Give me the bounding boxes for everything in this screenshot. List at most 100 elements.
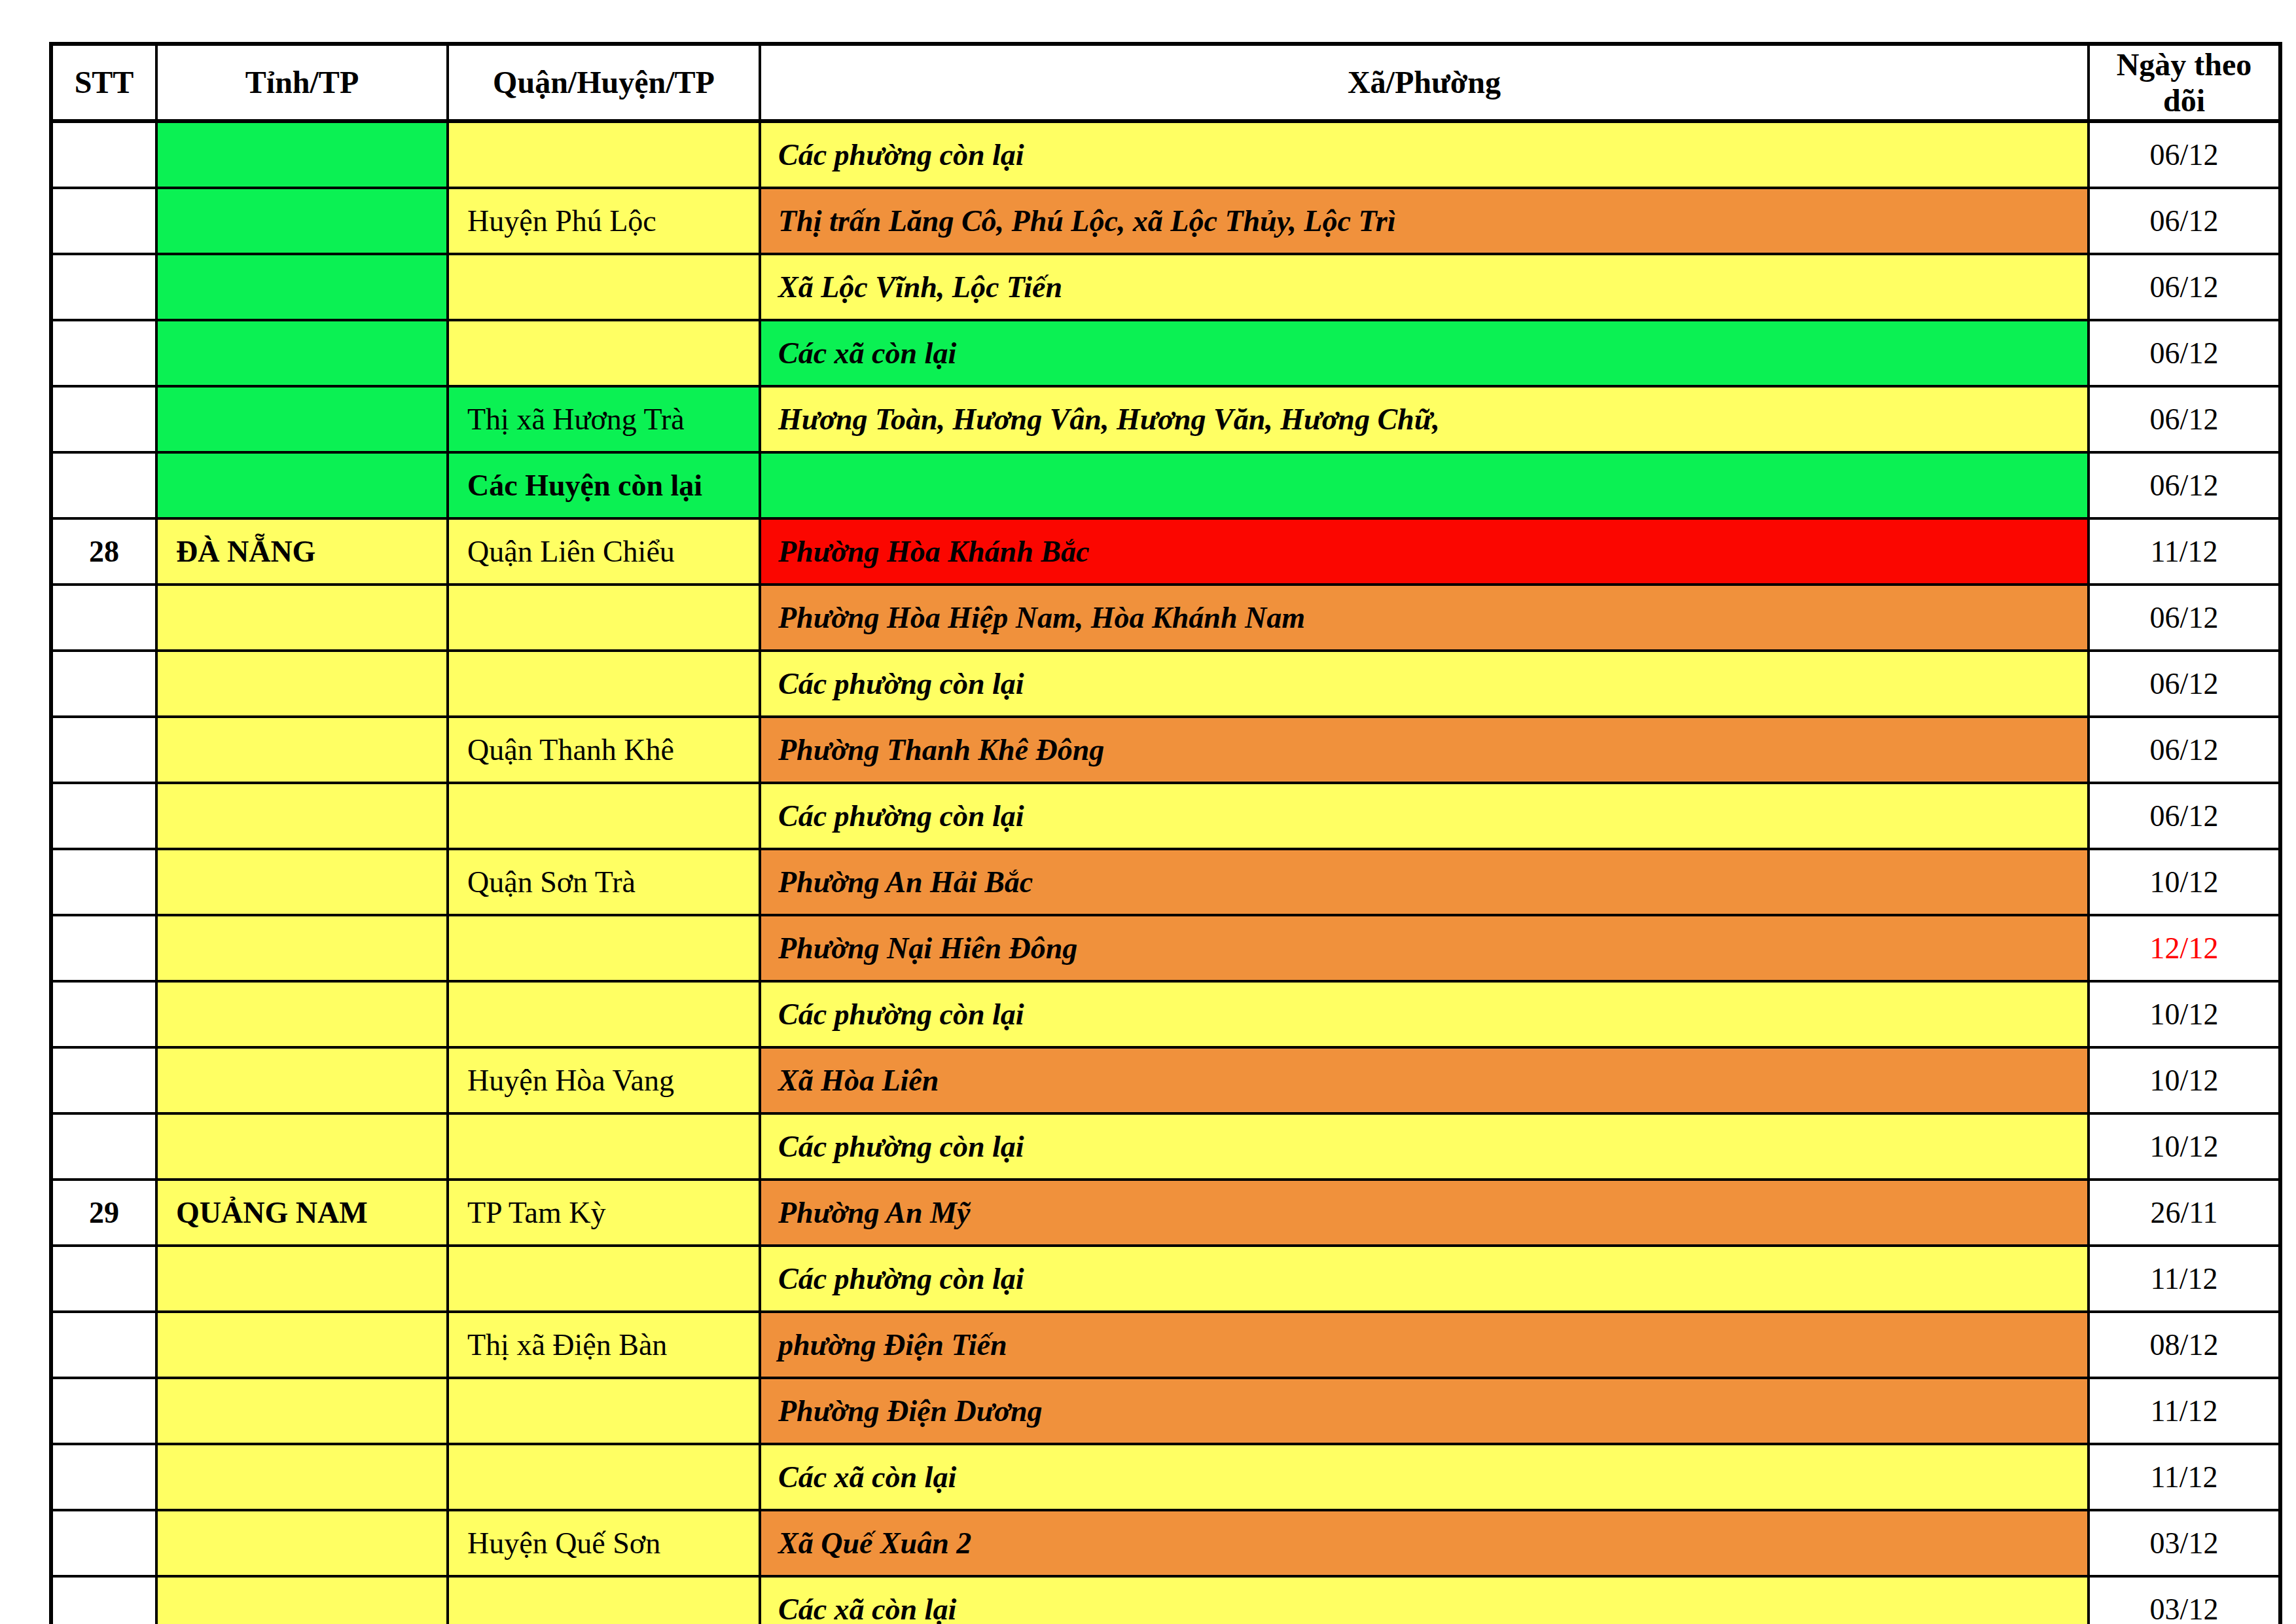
cell-province <box>156 849 448 915</box>
cell-stt <box>51 915 156 981</box>
cell-ward: Phường Thanh Khê Đông <box>760 717 2089 783</box>
cell-stt <box>51 1047 156 1113</box>
cell-province <box>156 717 448 783</box>
cell-district: Quận Liên Chiểu <box>448 518 760 585</box>
cell-province <box>156 981 448 1047</box>
table-row: 28 ĐÀ NẴNG Quận Liên Chiểu Phường Hòa Kh… <box>51 518 2280 585</box>
cell-ward: Các xã còn lại <box>760 1444 2089 1510</box>
cell-stt <box>51 386 156 452</box>
cell-date: 06/12 <box>2089 585 2280 651</box>
table-row: Huyện Phú Lộc Thị trấn Lăng Cô, Phú Lộc,… <box>51 188 2280 254</box>
cell-date: 11/12 <box>2089 1246 2280 1312</box>
cell-district: TP Tam Kỳ <box>448 1180 760 1246</box>
cell-ward <box>760 452 2089 518</box>
cell-stt <box>51 452 156 518</box>
cell-ward: Phường Hòa Hiệp Nam, Hòa Khánh Nam <box>760 585 2089 651</box>
table-row: Các xã còn lại 06/12 <box>51 320 2280 386</box>
cell-province <box>156 1113 448 1180</box>
cell-stt <box>51 849 156 915</box>
cell-province <box>156 651 448 717</box>
table-row: Các phường còn lại 10/12 <box>51 1113 2280 1180</box>
cell-ward: Các phường còn lại <box>760 1113 2089 1180</box>
cell-district: Huyện Quế Sơn <box>448 1510 760 1576</box>
cell-date: 06/12 <box>2089 386 2280 452</box>
cell-date: 06/12 <box>2089 121 2280 188</box>
cell-date: 11/12 <box>2089 518 2280 585</box>
cell-stt <box>51 121 156 188</box>
table-row: Các phường còn lại 06/12 <box>51 121 2280 188</box>
cell-district <box>448 1576 760 1624</box>
cell-province <box>156 1576 448 1624</box>
col-header-province: Tỉnh/TP <box>156 44 448 121</box>
cell-stt <box>51 254 156 320</box>
table-row: Các Huyện còn lại 06/12 <box>51 452 2280 518</box>
cell-province <box>156 254 448 320</box>
cell-date: 11/12 <box>2089 1378 2280 1444</box>
cell-stt: 29 <box>51 1180 156 1246</box>
cell-ward: Xã Quế Xuân 2 <box>760 1510 2089 1576</box>
cell-district <box>448 320 760 386</box>
cell-stt <box>51 585 156 651</box>
cell-date: 06/12 <box>2089 320 2280 386</box>
cell-ward: phường Điện Tiến <box>760 1312 2089 1378</box>
cell-province: QUẢNG NAM <box>156 1180 448 1246</box>
cell-district <box>448 981 760 1047</box>
table-row: Thị xã Hương Trà Hương Toàn, Hương Vân, … <box>51 386 2280 452</box>
cell-ward: Xã Lộc Vĩnh, Lộc Tiến <box>760 254 2089 320</box>
cell-district <box>448 1444 760 1510</box>
cell-district: Thị xã Hương Trà <box>448 386 760 452</box>
cell-stt <box>51 1113 156 1180</box>
table-body: Các phường còn lại 06/12 Huyện Phú Lộc T… <box>51 121 2280 1624</box>
cell-province <box>156 1312 448 1378</box>
cell-date: 06/12 <box>2089 452 2280 518</box>
cell-stt <box>51 1378 156 1444</box>
cell-district: Huyện Hòa Vang <box>448 1047 760 1113</box>
cell-date: 03/12 <box>2089 1576 2280 1624</box>
cell-district: Quận Thanh Khê <box>448 717 760 783</box>
cell-province <box>156 452 448 518</box>
cell-district <box>448 585 760 651</box>
cell-ward: Các xã còn lại <box>760 1576 2089 1624</box>
cell-ward: Phường An Hải Bắc <box>760 849 2089 915</box>
cell-date: 08/12 <box>2089 1312 2280 1378</box>
cell-ward: Các phường còn lại <box>760 1246 2089 1312</box>
table-row: Xã Lộc Vĩnh, Lộc Tiến 06/12 <box>51 254 2280 320</box>
cell-ward: Phường Điện Dương <box>760 1378 2089 1444</box>
col-header-date: Ngày theo dõi <box>2089 44 2280 121</box>
cell-stt <box>51 717 156 783</box>
cell-province <box>156 1047 448 1113</box>
table-row: Phường Nại Hiên Đông 12/12 <box>51 915 2280 981</box>
cell-province <box>156 1510 448 1576</box>
table-row: Các xã còn lại 11/12 <box>51 1444 2280 1510</box>
cell-district: Các Huyện còn lại <box>448 452 760 518</box>
cell-date: 06/12 <box>2089 651 2280 717</box>
table-row: Quận Thanh Khê Phường Thanh Khê Đông 06/… <box>51 717 2280 783</box>
cell-stt <box>51 188 156 254</box>
cell-province <box>156 1246 448 1312</box>
cell-stt <box>51 1510 156 1576</box>
cell-ward: Các phường còn lại <box>760 783 2089 849</box>
cell-district <box>448 651 760 717</box>
cell-province <box>156 585 448 651</box>
table-row: Huyện Hòa Vang Xã Hòa Liên 10/12 <box>51 1047 2280 1113</box>
cell-province <box>156 1444 448 1510</box>
cell-date: 11/12 <box>2089 1444 2280 1510</box>
cell-district <box>448 1246 760 1312</box>
cell-district: Thị xã Điện Bàn <box>448 1312 760 1378</box>
page: STT Tỉnh/TP Quận/Huyện/TP Xã/Phường Ngày… <box>0 0 2296 1624</box>
cell-province <box>156 121 448 188</box>
cell-stt <box>51 1576 156 1624</box>
table-row: Phường Điện Dương 11/12 <box>51 1378 2280 1444</box>
cell-date: 10/12 <box>2089 1047 2280 1113</box>
table-row: 29 QUẢNG NAM TP Tam Kỳ Phường An Mỹ 26/1… <box>51 1180 2280 1246</box>
cell-date: 06/12 <box>2089 717 2280 783</box>
cell-district <box>448 915 760 981</box>
table-row: Các phường còn lại 06/12 <box>51 783 2280 849</box>
cell-district <box>448 783 760 849</box>
cell-district <box>448 121 760 188</box>
cell-stt <box>51 320 156 386</box>
cell-stt: 28 <box>51 518 156 585</box>
cell-ward: Xã Hòa Liên <box>760 1047 2089 1113</box>
cell-province: ĐÀ NẴNG <box>156 518 448 585</box>
cell-date: 06/12 <box>2089 254 2280 320</box>
